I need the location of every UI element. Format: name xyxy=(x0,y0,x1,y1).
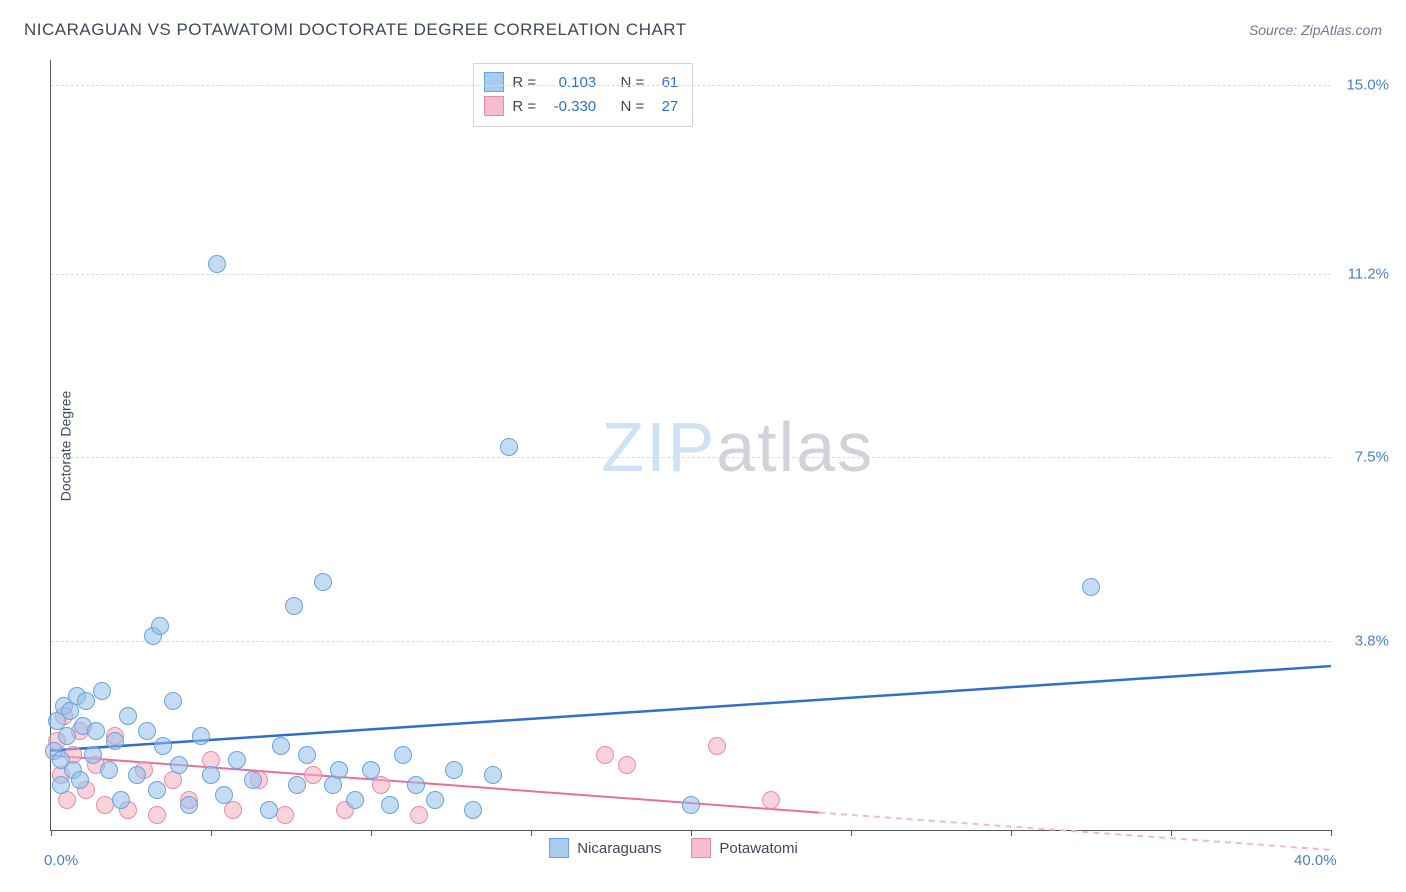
trend-lines-layer xyxy=(51,60,1331,830)
scatter-plot-area: ZIPatlas R = 0.103 N = 61 R = -0.330 N =… xyxy=(50,60,1331,831)
stat-R-value: 0.103 xyxy=(544,74,596,91)
data-point xyxy=(618,756,636,774)
data-point xyxy=(381,796,399,814)
data-point xyxy=(372,776,390,794)
gridline xyxy=(51,641,1331,642)
x-axis-min-label: 0.0% xyxy=(44,852,78,869)
stats-row: R = 0.103 N = 61 xyxy=(484,70,678,94)
gridline xyxy=(51,457,1331,458)
stat-N-value: 61 xyxy=(652,74,678,91)
data-point xyxy=(298,746,316,764)
gridline xyxy=(51,274,1331,275)
data-point xyxy=(77,692,95,710)
data-point xyxy=(410,806,428,824)
data-point xyxy=(500,438,518,456)
data-point xyxy=(192,727,210,745)
y-tick-label: 7.5% xyxy=(1339,449,1389,466)
stat-R-label: R = xyxy=(512,74,536,91)
data-point xyxy=(1082,578,1100,596)
data-point xyxy=(285,597,303,615)
stats-row: R = -0.330 N = 27 xyxy=(484,94,678,118)
data-point xyxy=(407,776,425,794)
trend-line xyxy=(51,666,1331,750)
data-point xyxy=(128,766,146,784)
data-point xyxy=(148,781,166,799)
data-point xyxy=(260,801,278,819)
data-point xyxy=(228,751,246,769)
legend-swatch-icon xyxy=(484,72,504,92)
data-point xyxy=(58,727,76,745)
data-point xyxy=(52,776,70,794)
chart-title: NICARAGUAN VS POTAWATOMI DOCTORATE DEGRE… xyxy=(24,20,687,40)
x-axis-max-label: 40.0% xyxy=(1294,852,1337,869)
data-point xyxy=(138,722,156,740)
legend-label: Nicaraguans xyxy=(577,840,661,857)
data-point xyxy=(762,791,780,809)
data-point xyxy=(208,255,226,273)
data-point xyxy=(426,791,444,809)
x-tick xyxy=(691,830,692,836)
data-point xyxy=(164,692,182,710)
x-tick xyxy=(851,830,852,836)
stat-R-label: R = xyxy=(512,98,536,115)
data-point xyxy=(445,761,463,779)
data-point xyxy=(362,761,380,779)
data-point xyxy=(224,801,242,819)
legend-swatch-icon xyxy=(549,838,569,858)
gridline xyxy=(51,85,1331,86)
data-point xyxy=(93,682,111,700)
data-point xyxy=(346,791,364,809)
data-point xyxy=(276,806,294,824)
stat-N-value: 27 xyxy=(652,98,678,115)
trend-line xyxy=(819,813,1331,850)
data-point xyxy=(215,786,233,804)
data-point xyxy=(100,761,118,779)
data-point xyxy=(84,746,102,764)
source-attribution: Source: ZipAtlas.com xyxy=(1249,22,1382,38)
y-tick-label: 3.8% xyxy=(1339,633,1389,650)
data-point xyxy=(244,771,262,789)
stat-N-label: N = xyxy=(621,74,645,91)
data-point xyxy=(87,722,105,740)
data-point xyxy=(464,801,482,819)
legend-label: Potawatomi xyxy=(719,840,797,857)
data-point xyxy=(151,617,169,635)
data-point xyxy=(71,771,89,789)
data-point xyxy=(112,791,130,809)
data-point xyxy=(106,732,124,750)
x-tick xyxy=(1171,830,1172,836)
x-tick xyxy=(531,830,532,836)
legend-item: Potawatomi xyxy=(691,838,797,858)
data-point xyxy=(304,766,322,784)
x-tick xyxy=(51,830,52,836)
y-tick-label: 15.0% xyxy=(1339,76,1389,93)
x-tick xyxy=(1011,830,1012,836)
legend-swatch-icon xyxy=(691,838,711,858)
legend-swatch-icon xyxy=(484,96,504,116)
data-point xyxy=(708,737,726,755)
x-tick xyxy=(1331,830,1332,836)
series-legend: Nicaraguans Potawatomi xyxy=(549,838,798,858)
y-tick-label: 11.2% xyxy=(1339,265,1389,282)
stat-N-label: N = xyxy=(621,98,645,115)
data-point xyxy=(148,806,166,824)
data-point xyxy=(288,776,306,794)
data-point xyxy=(202,766,220,784)
data-point xyxy=(596,746,614,764)
data-point xyxy=(330,761,348,779)
correlation-stats-box: R = 0.103 N = 61 R = -0.330 N = 27 xyxy=(473,63,693,127)
data-point xyxy=(314,573,332,591)
data-point xyxy=(272,737,290,755)
legend-item: Nicaraguans xyxy=(549,838,661,858)
data-point xyxy=(180,796,198,814)
x-tick xyxy=(211,830,212,836)
data-point xyxy=(154,737,172,755)
data-point xyxy=(394,746,412,764)
x-tick xyxy=(371,830,372,836)
data-point xyxy=(119,707,137,725)
stat-R-value: -0.330 xyxy=(544,98,596,115)
data-point xyxy=(682,796,700,814)
data-point xyxy=(170,756,188,774)
data-point xyxy=(484,766,502,784)
